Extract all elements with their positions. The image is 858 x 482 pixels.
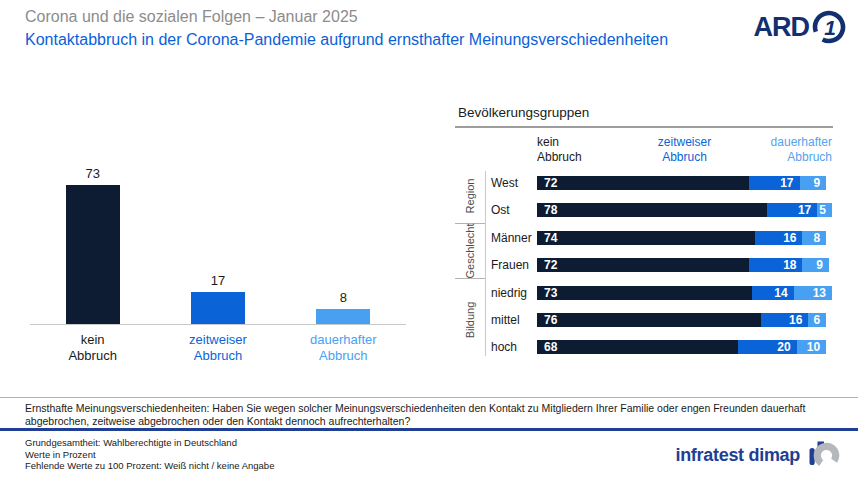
infographic-page: Corona und die sozialen Folgen – Januar … bbox=[0, 0, 858, 482]
table-groups: RegionWest72179Ost78175GeschlechtMänner7… bbox=[455, 169, 833, 360]
infratest-dimap-icon bbox=[809, 441, 840, 469]
row-label: niedrig bbox=[485, 286, 537, 300]
ard-logo: ARD 1 bbox=[754, 8, 849, 46]
bar-stack: 17 bbox=[191, 273, 245, 324]
bar-segment: 16 bbox=[755, 231, 802, 245]
bar-segment: 68 bbox=[537, 340, 738, 354]
bar-segment: 78 bbox=[537, 203, 767, 217]
stacked-bar: 78175 bbox=[537, 203, 832, 217]
overall-bar-chart: 73 kein Abbruch 17 zeitweiser Abbruch 8 dauer… bbox=[30, 134, 406, 366]
table-row: mittel76166 bbox=[485, 306, 833, 333]
stacked-bar: 731413 bbox=[537, 286, 832, 300]
group-region: RegionWest72179Ost78175 bbox=[455, 169, 833, 223]
group-label-text: Geschlecht bbox=[464, 223, 476, 278]
footnote-text: Ernsthafte Meinungsverschiedenheiten: Ha… bbox=[25, 402, 837, 428]
panel-title: Bevölkerungsgruppen bbox=[455, 105, 833, 120]
table-row: Frauen72189 bbox=[485, 251, 833, 278]
bar-category-label: kein Abbruch bbox=[30, 332, 155, 364]
row-label: Männer bbox=[485, 231, 537, 245]
bar-column: 17 zeitweiser Abbruch bbox=[155, 134, 280, 366]
bar-segment: 16 bbox=[761, 313, 808, 327]
group-label: Region bbox=[455, 169, 485, 223]
bar-segment: 9 bbox=[802, 258, 829, 272]
group-rows: West72179Ost78175 bbox=[485, 169, 833, 223]
bar bbox=[191, 292, 245, 324]
x-axis-line bbox=[30, 324, 406, 325]
bar-column: 73 kein Abbruch bbox=[30, 134, 155, 366]
group-geschlecht: GeschlechtMänner74168Frauen72189 bbox=[455, 224, 833, 278]
bar-stack: 73 bbox=[66, 166, 120, 324]
stacked-bar: 74168 bbox=[537, 231, 826, 245]
row-label: West bbox=[485, 176, 537, 190]
bar-segment: 6 bbox=[808, 313, 826, 327]
bar-stack: 8 bbox=[316, 290, 370, 324]
group-label: Bildung bbox=[455, 279, 485, 360]
source-notes: Grundgesamtheit: Wahlberechtigte in Deut… bbox=[25, 437, 274, 472]
ard-logo-text: ARD bbox=[754, 12, 810, 43]
bar-segment: 72 bbox=[537, 258, 749, 272]
bar-category-label: dauerhafter Abbruch bbox=[281, 332, 406, 364]
group-rows: niedrig731413mittel76166hoch682010 bbox=[485, 279, 833, 360]
bar-segment: 73 bbox=[537, 286, 752, 300]
bar-segment: 5 bbox=[817, 203, 832, 217]
bar-segment: 76 bbox=[537, 313, 761, 327]
bar-segment: 72 bbox=[537, 176, 749, 190]
row-label: mittel bbox=[485, 313, 537, 327]
row-label: Ost bbox=[485, 203, 537, 217]
bar-segment: 9 bbox=[800, 176, 827, 190]
panel-title-rule bbox=[455, 126, 833, 128]
infratest-dimap-logo-text: infratest dimap bbox=[675, 445, 800, 466]
group-rows: Männer74168Frauen72189 bbox=[485, 224, 833, 278]
column-header-zeitweiser-abbruch: zeitweiser Abbruch bbox=[635, 135, 733, 165]
bar-value-label: 8 bbox=[340, 290, 347, 305]
group-label-text: Region bbox=[464, 179, 476, 214]
table-row: West72179 bbox=[485, 169, 833, 196]
group-bildung: Bildungniedrig731413mittel76166hoch68201… bbox=[455, 279, 833, 360]
bar-segment: 18 bbox=[749, 258, 802, 272]
column-header-dauerhafter-abbruch: dauerhafter Abbruch bbox=[734, 135, 832, 165]
group-label-text: Bildung bbox=[464, 301, 476, 338]
column-header-kein-abbruch: kein Abbruch bbox=[537, 135, 635, 165]
stacked-bar: 682010 bbox=[537, 340, 826, 354]
table-row: hoch682010 bbox=[485, 333, 833, 360]
bar-segment: 13 bbox=[794, 286, 832, 300]
row-label: Frauen bbox=[485, 258, 537, 272]
bar bbox=[66, 185, 120, 324]
bar-segment: 20 bbox=[738, 340, 797, 354]
stacked-bar: 72189 bbox=[537, 258, 829, 272]
row-label: hoch bbox=[485, 340, 537, 354]
svg-text:1: 1 bbox=[824, 16, 836, 39]
bar-value-label: 73 bbox=[85, 166, 99, 181]
stacked-bar: 76166 bbox=[537, 313, 826, 327]
bar-value-label: 17 bbox=[211, 273, 225, 288]
bar-segment: 10 bbox=[797, 340, 827, 354]
stacked-bar: 72179 bbox=[537, 176, 826, 190]
column-headers: kein Abbruch zeitweiser Abbruch dauerhaf… bbox=[537, 135, 832, 165]
bar-category-label: zeitweiser Abbruch bbox=[155, 332, 280, 364]
bar-segment: 17 bbox=[749, 176, 799, 190]
left-chart-bars: 73 kein Abbruch 17 zeitweiser Abbruch 8 dauer… bbox=[30, 134, 406, 366]
table-row: niedrig731413 bbox=[485, 279, 833, 306]
kicker-title: Corona und die sozialen Folgen – Januar … bbox=[25, 8, 358, 26]
group-label-divider-line bbox=[485, 171, 486, 356]
table-row: Ost78175 bbox=[485, 196, 833, 223]
bar bbox=[316, 309, 370, 324]
page-title: Kontaktabbruch in der Corona-Pandemie au… bbox=[25, 31, 668, 49]
infratest-dimap-logo: infratest dimap bbox=[675, 441, 840, 469]
bottom-divider-band bbox=[0, 428, 858, 431]
table-row: Männer74168 bbox=[485, 224, 833, 251]
bar-column: 8 dauerhafter Abbruch bbox=[281, 134, 406, 366]
table-body: RegionWest72179Ost78175GeschlechtMänner7… bbox=[455, 169, 833, 360]
population-groups-panel: Bevölkerungsgruppen kein Abbruch zeitwei… bbox=[455, 105, 833, 360]
bar-segment: 14 bbox=[752, 286, 793, 300]
bar-segment: 8 bbox=[802, 231, 826, 245]
group-label: Geschlecht bbox=[455, 224, 485, 278]
bar-segment: 74 bbox=[537, 231, 755, 245]
footnote-rule bbox=[0, 397, 858, 398]
ard-one-icon: 1 bbox=[810, 8, 848, 46]
bar-segment: 17 bbox=[767, 203, 817, 217]
